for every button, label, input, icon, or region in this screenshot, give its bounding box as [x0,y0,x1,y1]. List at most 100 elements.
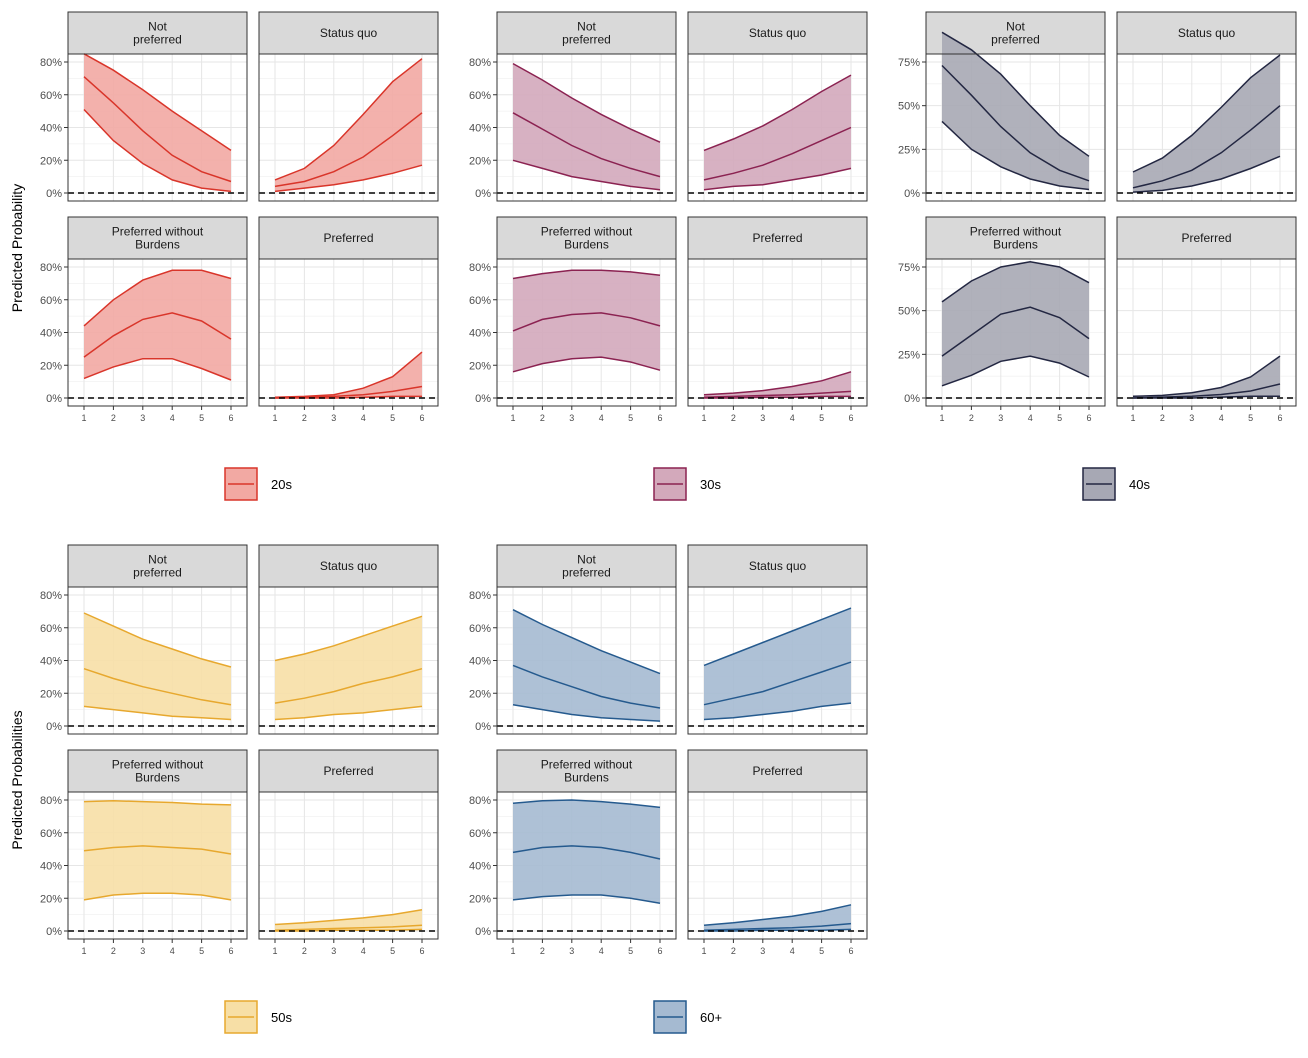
y-tick-label: 0% [904,188,920,200]
y-tick-label: 40% [40,656,62,668]
legend-label: 40s [1129,477,1150,492]
series-line-lower [1132,155,1281,193]
series-line-upper [274,351,423,398]
legend-60+: 60+ [653,1000,722,1034]
x-tick-label: 1 [510,946,515,956]
facet-label: Not [148,553,167,567]
y-tick-label: 40% [469,656,491,668]
facet-label: Not [577,20,596,34]
x-tick-label: 5 [628,946,633,956]
y-tick-label: 60% [469,90,491,102]
y-tick-label: 0% [46,721,62,733]
legend-label: 50s [271,1010,292,1025]
series-line-lower [83,357,232,381]
x-tick-label: 2 [540,946,545,956]
facet-label: Preferred [323,764,373,778]
confidence-ribbon [275,909,422,931]
facet-panel-40s-3: Preferred 1 2 3 4 5 6 [1116,216,1297,423]
series-line-estimate [941,306,1090,357]
series-line-lower [83,705,232,721]
x-tick-label: 6 [419,413,424,423]
y-tick-label: 50% [898,306,920,318]
x-tick-label: 4 [790,413,795,423]
legend-50s: 50s [224,1000,292,1034]
legend-label: 20s [271,477,292,492]
facet-label: Preferred without [541,758,633,772]
facet-panel-60+-1: Status quo [687,544,868,735]
legend-40s: 40s [1082,467,1150,501]
y-tick-label: 75% [898,57,920,69]
series-line-upper [703,904,852,927]
series-line-lower [512,703,661,722]
facet-label: Preferred [752,231,802,245]
facet-label: Status quo [749,559,807,573]
facet-label: preferred [991,33,1040,47]
y-tick-label: 0% [475,393,491,405]
facet-panel-50s-3: Preferred 1 2 3 4 5 6 [258,749,439,956]
series-line-lower [83,108,232,193]
x-tick-label: 3 [998,413,1003,423]
x-tick-label: 6 [848,413,853,423]
series-line-upper [274,615,423,662]
panel-border [925,53,1106,202]
confidence-ribbon [513,270,660,372]
y-tick-label: 60% [469,295,491,307]
x-tick-label: 2 [111,946,116,956]
y-tick-label: 50% [898,101,920,113]
y-tick-label: 0% [475,926,491,938]
y-tick-label: 60% [469,623,491,635]
confidence-ribbon [704,608,851,720]
x-tick-label: 4 [170,413,175,423]
series-line-upper [1132,355,1281,398]
series-line-lower [83,892,232,901]
facet-label: preferred [562,566,611,580]
facet-strip [67,749,248,793]
facet-strip [258,11,439,55]
y-tick-label: 60% [40,623,62,635]
series-line-estimate [83,312,232,358]
facet-label: Status quo [320,559,378,573]
confidence-ribbon [1133,55,1280,193]
legend-30s: 30s [653,467,721,501]
facet-strip [496,11,677,55]
facet-label: Status quo [749,26,807,40]
series-line-lower [274,164,423,193]
series-line-upper [83,53,232,152]
x-tick-label: 3 [760,946,765,956]
legend-label: 60+ [700,1010,722,1025]
facet-label: Preferred [323,231,373,245]
series-line-estimate [703,126,852,181]
facet-strip [258,749,439,793]
panel-border [258,586,439,735]
y-tick-label: 60% [469,828,491,840]
y-tick-label: 20% [40,688,62,700]
x-tick-label: 4 [1028,413,1033,423]
series-line-estimate [941,64,1090,182]
series-line-lower [703,167,852,191]
x-tick-label: 5 [819,946,824,956]
y-tick-label: 80% [469,590,491,602]
facet-label: Status quo [1178,26,1236,40]
x-tick-label: 2 [731,946,736,956]
x-tick-label: 6 [657,946,662,956]
facet-strip [687,749,868,793]
y-tick-label: 20% [40,893,62,905]
series-line-estimate [512,312,661,332]
series-line-upper [512,269,661,280]
x-tick-label: 1 [701,413,706,423]
series-line-upper [512,609,661,675]
panel-border [1116,258,1297,407]
y-tick-label: 20% [469,360,491,372]
series-line-lower [703,702,852,721]
x-tick-label: 1 [1130,413,1135,423]
x-tick-label: 4 [361,413,366,423]
y-tick-label: 80% [40,795,62,807]
series-line-lower [941,355,1090,387]
